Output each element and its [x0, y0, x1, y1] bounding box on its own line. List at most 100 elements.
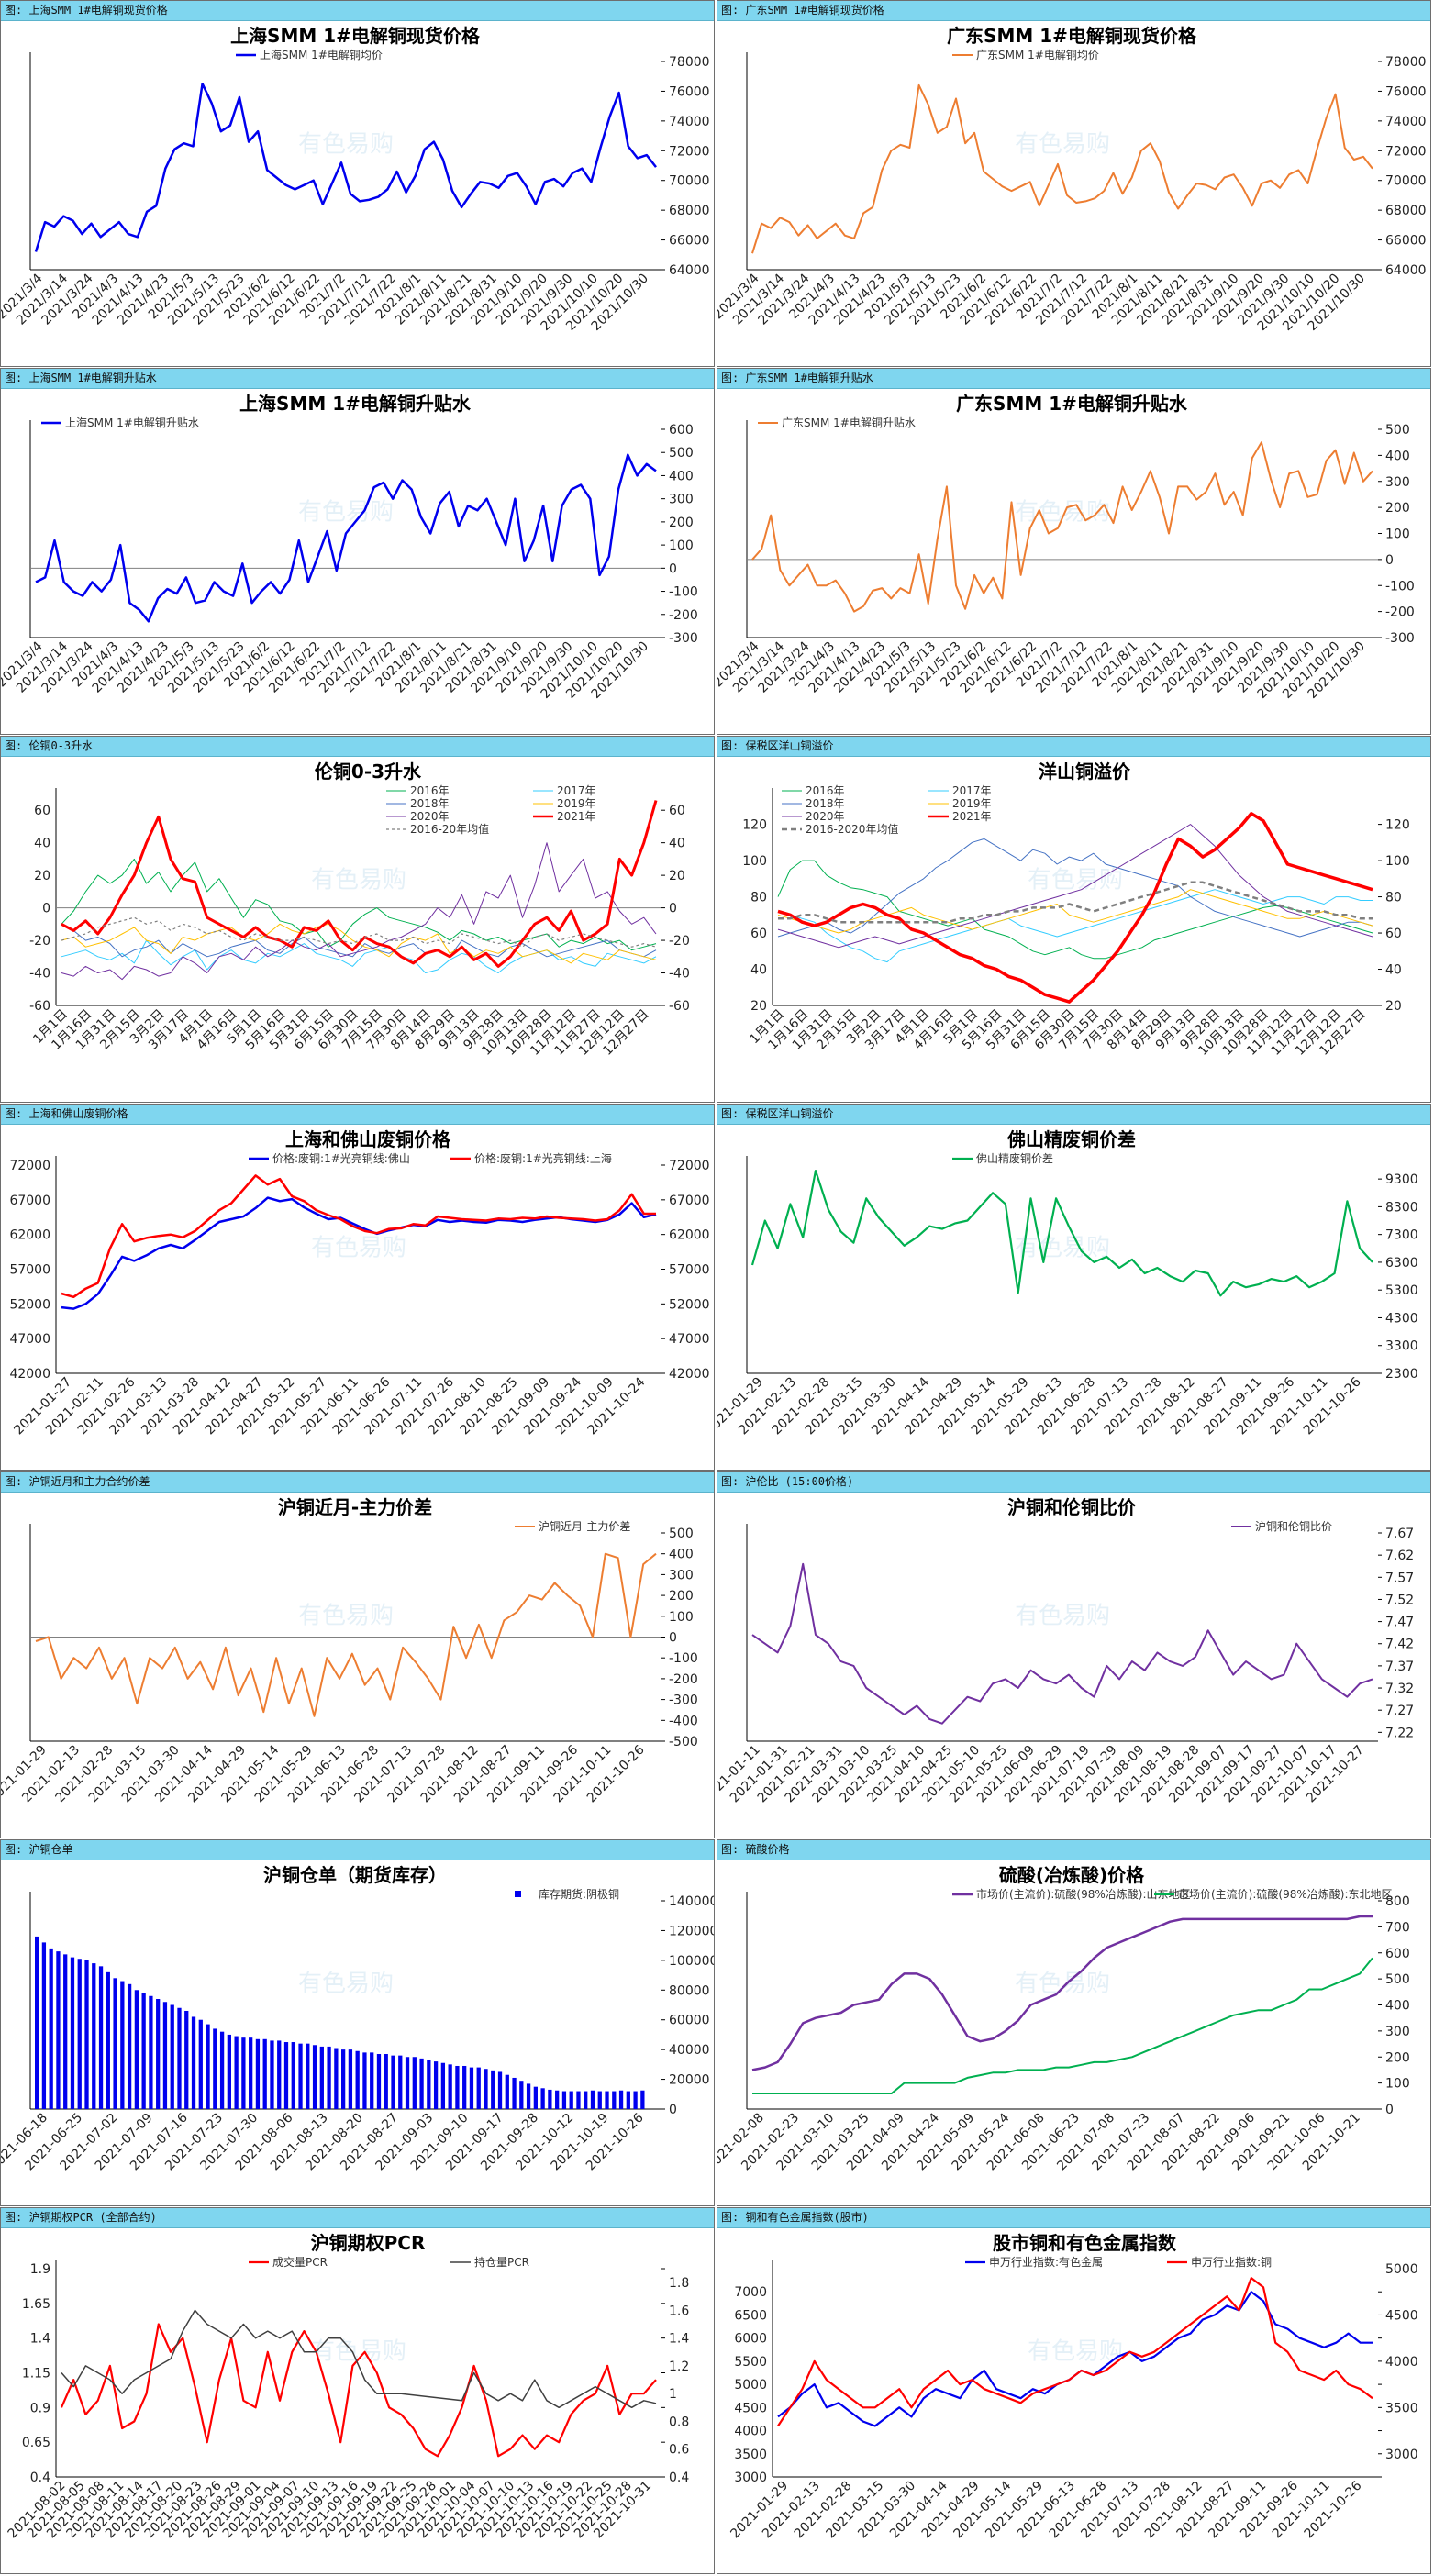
bar: [234, 2036, 239, 2109]
bar: [241, 2037, 246, 2109]
bar: [376, 2054, 382, 2109]
bar: [540, 2088, 545, 2109]
y-tick-label: 60000: [669, 2014, 710, 2028]
y-tick-label-left: -20: [29, 934, 50, 949]
series-line: [61, 800, 658, 968]
y-tick-label: 9300: [1385, 1172, 1418, 1187]
y-tick-label-left: 47000: [9, 1332, 50, 1347]
bar: [412, 2057, 417, 2109]
bar: [569, 2091, 573, 2109]
y-tick-label: 3000: [1385, 2448, 1418, 2462]
y-tick-label-left: 62000: [9, 1228, 50, 1243]
series-line: [61, 939, 657, 973]
bar: [433, 2061, 439, 2109]
legend-label: 2017年: [557, 784, 596, 797]
watermark-text: 有色易购: [311, 1235, 406, 1262]
bar: [633, 2091, 638, 2109]
y-tick-label: 7.57: [1385, 1571, 1414, 1585]
y-tick-label: 57000: [669, 1263, 710, 1278]
bar: [362, 2052, 367, 2109]
y-tick-label: 80000: [669, 1983, 710, 1998]
bar: [327, 2046, 331, 2109]
legend-label: 2018年: [806, 797, 845, 810]
bar: [312, 2045, 317, 2109]
bar: [484, 2069, 488, 2109]
chart-title: 广东SMM 1#电解铜升贴水: [956, 393, 1188, 415]
watermark-text: 有色易购: [298, 1971, 394, 1998]
panel-header: 图: 硫酸价格: [717, 1840, 1430, 1860]
bar: [84, 1960, 89, 2109]
bar: [355, 2050, 360, 2109]
panel-header: 图: 铜和有色金属指数(股市): [717, 2208, 1430, 2228]
y-tick-label-left: 6000: [734, 2332, 767, 2347]
bar: [469, 2067, 474, 2109]
y-tick-label: 52000: [669, 1297, 710, 1312]
y-tick-label: 64000: [669, 263, 710, 278]
y-tick-label: 40000: [669, 2043, 710, 2058]
legend-label: 价格:废铜:1#光亮铜线:上海: [474, 1151, 612, 1165]
series-line: [751, 1562, 1373, 1725]
chart-title: 上海SMM 1#电解铜升贴水: [239, 393, 472, 415]
y-tick-label: 8300: [1385, 1200, 1418, 1215]
chart-title: 伦铜0-3升水: [315, 761, 422, 783]
y-tick-label-left: 20: [750, 999, 767, 1014]
legend-label: 2020年: [806, 810, 845, 823]
y-tick-label-left: 52000: [9, 1297, 50, 1312]
bar: [120, 1981, 125, 2109]
bar: [298, 2043, 303, 2109]
series-line: [751, 83, 1373, 254]
y-tick-label: 120000: [669, 1924, 715, 1938]
y-tick-label: 300: [669, 493, 694, 507]
y-tick-label-left: 120: [742, 818, 767, 833]
chart-panel: 图: 沪铜近月和主力合约价差 有色易购 -500 -400 -300 -200 -100 0 1…: [0, 1471, 715, 1838]
bar: [512, 2077, 517, 2109]
y-tick-label: 67000: [669, 1194, 710, 1208]
bar: [41, 1942, 47, 2109]
y-tick-label-left: 40: [34, 837, 50, 851]
y-tick-label: -200: [669, 1672, 698, 1687]
y-tick-label: 100: [1385, 854, 1410, 869]
legend-label: 广东SMM 1#电解铜均价: [976, 48, 1099, 61]
series-line: [777, 889, 1373, 934]
chart-panel: 图: 硫酸价格 有色易购 0 100 200 300 400 500 600 700 800 2021…: [717, 1839, 1431, 2206]
bar: [77, 1959, 82, 2109]
y-tick-label: 200: [669, 1589, 694, 1604]
y-tick-label: 7.62: [1385, 1549, 1414, 1563]
bar: [497, 2071, 503, 2109]
chart-title: 佛山精废铜价差: [1006, 1128, 1136, 1150]
bar: [249, 2037, 253, 2109]
y-tick-label: 300: [669, 1568, 694, 1582]
legend-label: 上海SMM 1#电解铜升贴水: [65, 416, 199, 429]
legend-swatch: [515, 1891, 521, 1897]
y-tick-label: 100: [1385, 2077, 1410, 2092]
y-tick-label: 1.2: [669, 2359, 689, 2374]
y-tick-label: 72000: [669, 1159, 710, 1173]
y-tick-label: 40: [1385, 963, 1402, 978]
y-tick-label: 80: [1385, 891, 1402, 905]
series-line: [34, 83, 657, 252]
watermark-text: 有色易购: [1015, 131, 1110, 159]
watermark-text: 有色易购: [1015, 499, 1110, 527]
y-tick-label: 68000: [1385, 204, 1427, 218]
y-tick-label: 20: [669, 869, 685, 883]
y-tick-label-left: 67000: [9, 1194, 50, 1208]
y-tick-label: 100000: [669, 1954, 715, 1969]
y-tick-label-left: 1.15: [22, 2367, 50, 2382]
y-tick-label: 7.27: [1385, 1704, 1414, 1718]
y-tick-label: 600: [1385, 1947, 1410, 1961]
y-tick-label-left: 7000: [734, 2285, 767, 2300]
series-line: [777, 2276, 1373, 2427]
bar: [63, 1954, 68, 2109]
series-line: [61, 1174, 656, 1299]
chart-panel: 图: 铜和有色金属指数(股市) 有色易购 3000 3500 4000 4500 5000 5…: [717, 2207, 1431, 2574]
bar: [348, 2049, 353, 2109]
y-tick-label-left: 3000: [734, 2471, 767, 2485]
chart-title: 上海SMM 1#电解铜现货价格: [230, 25, 481, 47]
y-tick-label: 0: [669, 561, 677, 576]
y-tick-label: 7.32: [1385, 1682, 1414, 1696]
y-tick-label: 3300: [1385, 1339, 1418, 1354]
watermark-text: 有色易购: [1015, 1971, 1110, 1998]
legend-label: 2016年: [806, 784, 845, 797]
y-tick-label: 7.52: [1385, 1593, 1414, 1607]
y-tick-label: 7.37: [1385, 1660, 1414, 1674]
